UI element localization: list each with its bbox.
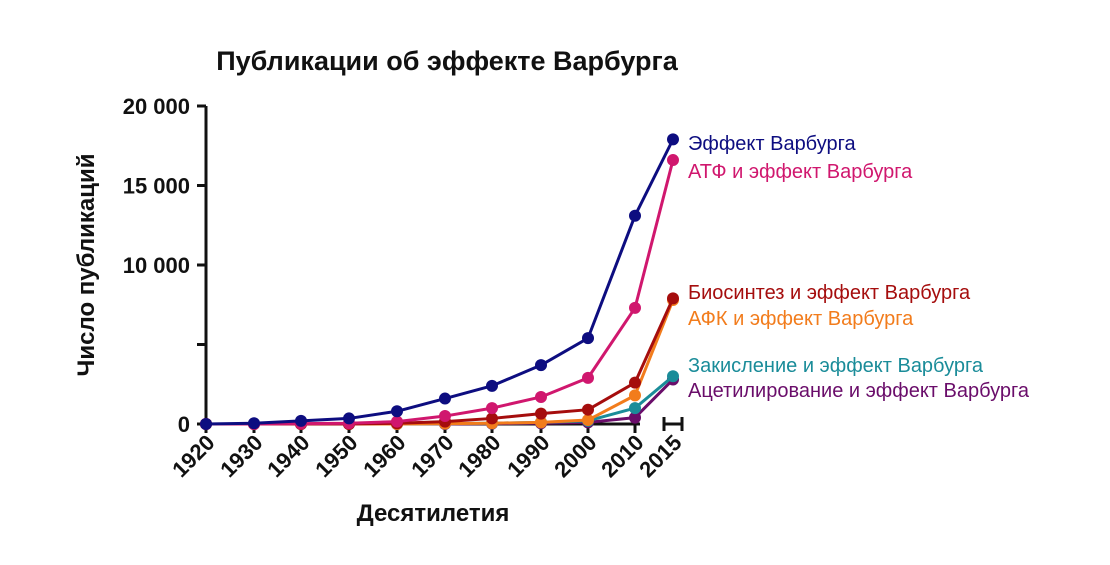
x-tick-label: 1960 bbox=[358, 430, 410, 482]
x-tick-label: 2000 bbox=[549, 430, 601, 482]
data-point bbox=[582, 414, 594, 427]
data-point bbox=[535, 407, 547, 420]
data-point bbox=[535, 416, 547, 429]
legend-label: АФК и эффект Варбурга bbox=[688, 308, 914, 330]
y-axis-label: Число публикаций bbox=[73, 154, 100, 377]
series-line bbox=[206, 297, 675, 426]
x-tick-label: 2015 bbox=[634, 430, 686, 482]
legend-label: Ацетилирование и эффект Варбурга bbox=[688, 380, 1030, 402]
data-point bbox=[439, 410, 451, 423]
data-point bbox=[343, 412, 355, 425]
series-line bbox=[205, 138, 675, 426]
data-point bbox=[582, 332, 594, 345]
x-tick-label: 2010 bbox=[596, 430, 648, 482]
data-point bbox=[391, 405, 403, 418]
series-line bbox=[206, 299, 675, 426]
legend-label: АТФ и эффект Варбурга bbox=[688, 161, 913, 183]
series-line bbox=[206, 159, 675, 426]
data-point bbox=[667, 154, 679, 167]
x-tick-label: 1990 bbox=[502, 430, 554, 482]
data-point bbox=[486, 402, 498, 415]
data-point bbox=[439, 392, 451, 405]
data-point bbox=[295, 414, 307, 427]
data-point bbox=[582, 403, 594, 416]
x-tick-label: 1940 bbox=[262, 430, 314, 482]
legend: Эффект Варбурга АТФ и эффект Варбурга Биос… bbox=[688, 133, 1030, 402]
x-axis-label: Десятилетия bbox=[357, 500, 510, 527]
data-point bbox=[629, 209, 641, 222]
data-point bbox=[486, 379, 498, 392]
x-tick-label: 1970 bbox=[406, 430, 458, 482]
data-point bbox=[486, 412, 498, 425]
series-group bbox=[200, 133, 679, 430]
x-tick-label: 1920 bbox=[167, 430, 219, 482]
data-point bbox=[667, 370, 679, 383]
data-point bbox=[200, 418, 212, 430]
data-point bbox=[629, 301, 641, 314]
data-point bbox=[667, 133, 679, 146]
legend-label: Закисление и эффект Варбурга bbox=[688, 355, 984, 377]
x-tick-label: 1980 bbox=[453, 430, 505, 482]
data-point bbox=[535, 359, 547, 372]
data-point bbox=[391, 415, 403, 428]
x-tick-label: 1930 bbox=[215, 430, 267, 482]
chart-title: Публикации об эффекте Варбурга bbox=[216, 46, 678, 76]
data-point bbox=[629, 402, 641, 415]
y-tick-label: 20 000 bbox=[123, 94, 190, 119]
data-point bbox=[535, 390, 547, 403]
data-point bbox=[582, 371, 594, 384]
data-point bbox=[629, 411, 641, 424]
y-tick-label: 15 000 bbox=[123, 174, 190, 199]
y-tick-label: 0 bbox=[178, 412, 190, 437]
y-tick-label: 10 000 bbox=[123, 253, 190, 278]
data-point bbox=[248, 417, 260, 430]
x-tick-label: 1950 bbox=[310, 430, 362, 482]
axes bbox=[204, 106, 684, 431]
y-ticks: 0 10 000 15 000 20 000 bbox=[123, 94, 206, 437]
data-point bbox=[629, 376, 641, 389]
legend-label: Эффект Варбурга bbox=[688, 133, 856, 155]
legend-label: Биосинтез и эффект Варбурга bbox=[688, 282, 971, 304]
x-ticks: 1920193019401950196019701980199020002010… bbox=[167, 424, 687, 482]
data-point bbox=[629, 389, 641, 402]
data-point bbox=[667, 292, 679, 305]
